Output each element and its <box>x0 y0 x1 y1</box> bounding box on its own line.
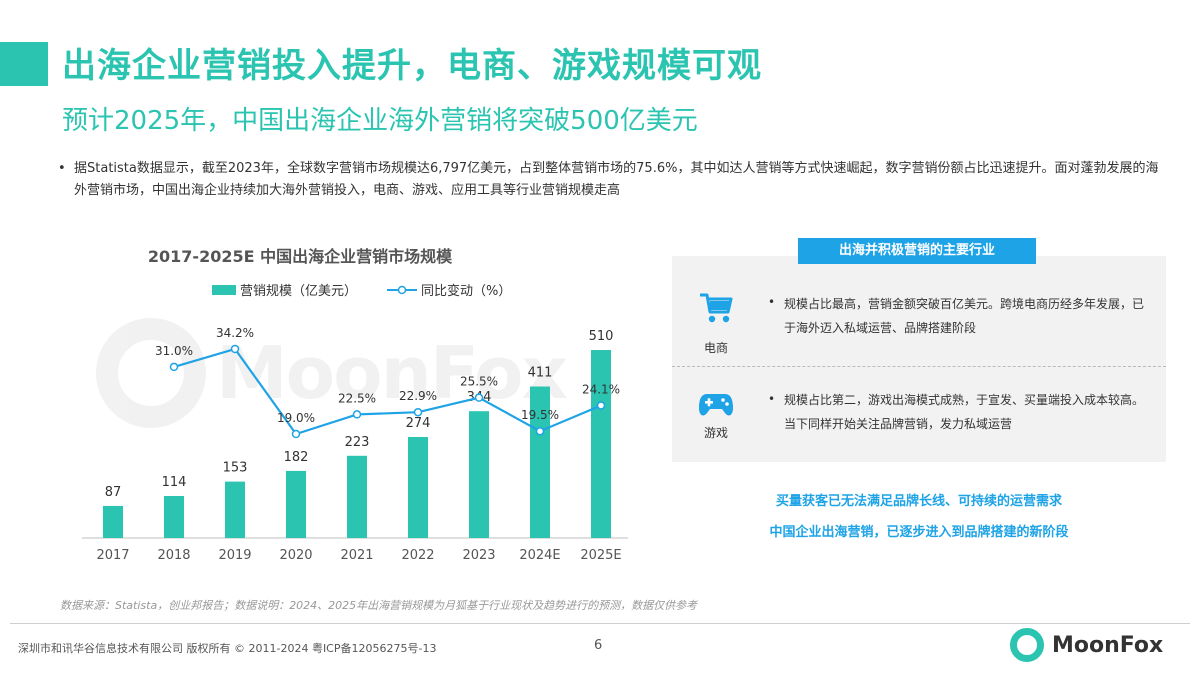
description: • 据Statista数据显示，截至2023年，全球数字营销市场规模达6,797… <box>58 158 1168 202</box>
legend-swatch-bar <box>212 284 236 295</box>
bar-label-2019: 153 <box>223 461 248 476</box>
x-tick-label-2025E: 2025E <box>580 548 621 563</box>
x-tick-label-2021: 2021 <box>340 548 373 563</box>
industry-row-games: 游戏 • 规模占比第二，游戏出海模式成熟，于宣发、买量端投入成本较高。当下同样开… <box>672 366 1166 462</box>
legend-swatch-line <box>387 285 418 294</box>
line-point-2020 <box>291 429 301 439</box>
title-accent-bar <box>0 42 48 86</box>
bar-2017 <box>103 505 123 538</box>
copyright: 深圳市和讯华谷信息技术有限公司 版权所有 © 2011-2024 粤ICP备12… <box>18 642 437 655</box>
panel-heading: 出海并积极营销的主要行业 <box>798 238 1036 264</box>
x-tick-label-2022: 2022 <box>401 548 434 563</box>
bar-label-2021: 223 <box>345 435 370 450</box>
bar-2021 <box>347 455 367 538</box>
industry-label-games: 游戏 <box>703 426 728 440</box>
moonfox-logo-text: MoonFox <box>1052 632 1164 658</box>
bar-2018 <box>164 495 184 538</box>
panel-divider <box>672 366 1166 367</box>
conclusion-line-2: 中国企业出海营销，已逐步进入到品牌搭建的新阶段 <box>769 525 1069 540</box>
industry-bullet-ecommerce: • <box>768 295 776 309</box>
watermark: MoonFox <box>96 318 568 428</box>
legend-label-line: 同比变动（%） <box>421 284 512 299</box>
legend-item-bar: 营销规模（亿美元） <box>212 280 357 299</box>
legend-item-line: 同比变动（%） <box>387 280 511 299</box>
industry-panel: 电商 • 规模占比最高，营销金额突破百亿美元。跨境电商历经多年发展，已于海外迈入… <box>672 256 1166 462</box>
moonfox-logo: MoonFox <box>1010 628 1163 662</box>
page-subtitle: 预计2025年，中国出海企业海外营销将突破500亿美元 <box>62 106 698 136</box>
x-tick-label-2023: 2023 <box>462 548 495 563</box>
legend-label-bar: 营销规模（亿美元） <box>240 284 358 299</box>
footer-divider <box>10 623 1190 624</box>
bar-label-2017: 87 <box>105 485 122 500</box>
line-label-2025E: 24.1% <box>582 382 620 396</box>
gamepad-icon <box>699 394 733 416</box>
industry-bullet-games: • <box>768 392 776 406</box>
description-text: 据Statista数据显示，截至2023年，全球数字营销市场规模达6,797亿美… <box>74 161 1159 198</box>
description-bullet: • <box>58 161 66 176</box>
x-tick-label-2017: 2017 <box>96 548 129 563</box>
industry-row-ecommerce: 电商 • 规模占比最高，营销金额突破百亿美元。跨境电商历经多年发展，已于海外迈入… <box>672 256 1166 366</box>
bar-2022 <box>408 436 428 538</box>
bar-label-2020: 182 <box>284 450 309 465</box>
line-point-2024E <box>535 426 545 436</box>
data-source-note: 数据来源：Statista，创业邦报告；数据说明：2024、2025年出海营销规… <box>60 599 698 612</box>
bar-2023 <box>469 411 489 538</box>
industry-text-ecommerce: 规模占比最高，营销金额突破百亿美元。跨境电商历经多年发展，已于海外迈入私域运营、… <box>784 297 1145 335</box>
x-tick-label-2020: 2020 <box>279 548 312 563</box>
chart-title: 2017-2025E 中国出海企业营销市场规模 <box>147 247 453 266</box>
chart-legend: 营销规模（亿美元） 同比变动（%） <box>212 280 541 299</box>
page-number: 6 <box>594 638 603 653</box>
bar-label-2025E: 510 <box>589 329 614 344</box>
x-tick-label-2018: 2018 <box>157 548 190 563</box>
bar-label-2018: 114 <box>162 475 187 490</box>
x-tick-label-2019: 2019 <box>218 548 251 563</box>
bar-2025E <box>591 350 611 538</box>
industry-label-ecommerce: 电商 <box>703 341 728 355</box>
line-point-2025E <box>596 401 606 410</box>
bar-2019 <box>225 481 245 538</box>
moonfox-logo-icon <box>1010 628 1044 662</box>
shopping-cart-icon <box>700 293 733 323</box>
watermark-logo-icon <box>96 318 206 428</box>
industry-text-games: 规模占比第二，游戏出海模式成熟，于宣发、买量端投入成本较高。当下同样开始关注品牌… <box>784 393 1145 431</box>
conclusion-line-1: 买量获客已无法满足品牌长线、可持续的运营需求 <box>775 494 1062 509</box>
x-tick-label-2024E: 2024E <box>519 548 560 563</box>
bar-2020 <box>286 470 306 538</box>
watermark-text: MoonFox <box>216 331 568 415</box>
page-title: 出海企业营销投入提升，电商、游戏规模可观 <box>62 46 762 86</box>
